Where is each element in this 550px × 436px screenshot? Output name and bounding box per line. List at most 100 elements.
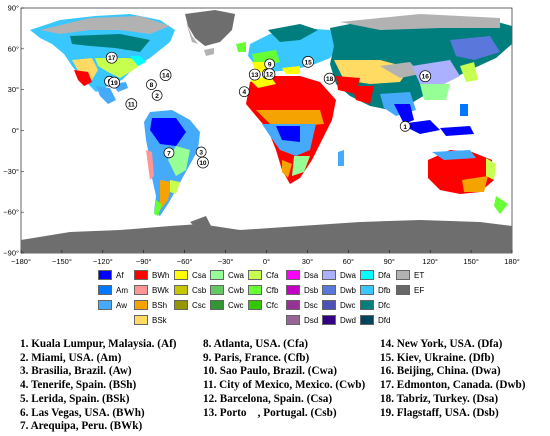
lon-tick-label: 0° bbox=[263, 257, 270, 266]
marker-label: 15 bbox=[304, 59, 312, 66]
city-column-2: 8. Atlanta, USA. (Cfa) 9. Paris, France. … bbox=[203, 338, 365, 420]
city-list: 1. Kuala Lumpur, Malaysia. (Af) 2. Miami,… bbox=[0, 338, 550, 436]
city-entry: 10. Sao Paulo, Brazil. (Cwa) bbox=[203, 365, 337, 378]
city-marker-9: 9 bbox=[264, 58, 275, 70]
africa-landmass bbox=[246, 76, 344, 184]
city-column-3: 14. New York, USA. (Dfa) 15. Kiev, Ukrain… bbox=[380, 338, 525, 420]
legend-label: Dwb bbox=[340, 285, 357, 295]
marker-label: 3 bbox=[199, 150, 203, 157]
city-markers: 12345678910111213141516171819 bbox=[104, 51, 432, 169]
marker-circle bbox=[399, 120, 411, 132]
legend-item-am: Am bbox=[98, 285, 128, 295]
marker-circle bbox=[159, 69, 172, 81]
marker-circle bbox=[323, 72, 336, 85]
marker-label: 18 bbox=[326, 76, 334, 83]
legend-label: EF bbox=[414, 285, 425, 295]
legend-swatch bbox=[134, 270, 148, 280]
legend-label: Dsc bbox=[304, 300, 318, 310]
marker-circle bbox=[248, 68, 261, 81]
legend-item-bwh: BWh bbox=[134, 270, 169, 280]
legend-swatch bbox=[174, 300, 188, 310]
legend-swatch bbox=[174, 285, 188, 295]
city-marker-17: 17 bbox=[105, 51, 118, 64]
lon-tick-label: −30° bbox=[218, 257, 234, 266]
legend-label: Dfc bbox=[378, 300, 390, 310]
marker-label: 8 bbox=[150, 82, 154, 89]
legend-swatch bbox=[286, 315, 300, 325]
legend-label: Csb bbox=[192, 285, 207, 295]
legend-label: Dwd bbox=[340, 315, 357, 325]
lat-tick-label: 30° bbox=[8, 85, 19, 94]
lon-tick-label: 30° bbox=[302, 257, 313, 266]
lat-tick-label: 90° bbox=[8, 4, 19, 13]
legend-swatch bbox=[248, 285, 262, 295]
marker-label: 4 bbox=[242, 89, 246, 96]
legend-label: Dsd bbox=[304, 315, 319, 325]
marker-label: 1 bbox=[403, 124, 407, 131]
marker-circle bbox=[302, 56, 314, 68]
city-marker-15: 15 bbox=[302, 56, 314, 68]
legend-item-ef: EF bbox=[396, 285, 424, 295]
legend-label: Cwc bbox=[228, 300, 244, 310]
legend-swatch bbox=[286, 300, 300, 310]
city-entry: 7. Arequipa, Peru. (BWk) bbox=[20, 420, 143, 433]
legend-item-dfc: Dfc bbox=[360, 300, 390, 310]
city-column-1: 1. Kuala Lumpur, Malaysia. (Af) 2. Miami,… bbox=[20, 338, 177, 434]
legend-swatch bbox=[396, 285, 410, 295]
legend-swatch bbox=[98, 270, 112, 280]
city-entry: 8. Atlanta, USA. (Cfa) bbox=[203, 338, 309, 350]
legend-item-cwb: Cwb bbox=[210, 285, 244, 295]
lon-tick-label: 180° bbox=[504, 257, 520, 266]
marker-label: 16 bbox=[422, 74, 430, 81]
climate-map: −180° −150° −120° −90° −60° −30° 0° 30° 60° 90° 12… bbox=[3, 4, 520, 267]
lon-tick-label: 90° bbox=[384, 257, 395, 266]
legend-swatch bbox=[210, 270, 224, 280]
legend-item-dsa: Dsa bbox=[286, 270, 318, 280]
city-entry: 16. Beijing, China. (Dwa) bbox=[380, 365, 501, 378]
legend-item-csb: Csb bbox=[174, 285, 206, 295]
legend-swatch bbox=[248, 270, 262, 280]
legend-swatch bbox=[248, 300, 262, 310]
city-marker-16: 16 bbox=[419, 70, 432, 83]
legend-item-csa: Csa bbox=[174, 270, 206, 280]
marker-label: 19 bbox=[111, 80, 119, 87]
lat-tick-label: 0° bbox=[12, 126, 19, 135]
city-marker-4: 4 bbox=[238, 86, 250, 98]
legend-label: Csc bbox=[192, 300, 206, 310]
city-entry: 13. Porto , Portugal. (Csb) bbox=[203, 406, 337, 419]
marker-circle bbox=[108, 76, 121, 89]
lat-tick-label: −30° bbox=[3, 167, 19, 176]
legend-swatch bbox=[134, 315, 148, 325]
latitude-tick-labels: 90° 60° 30° 0° −30° −60° −90° bbox=[3, 4, 24, 258]
marker-label: 7 bbox=[167, 150, 171, 157]
city-entry: 4. Tenerife, Spain. (BSh) bbox=[20, 379, 137, 392]
lon-tick-label: −60° bbox=[177, 257, 193, 266]
longitude-tick-labels: −180° −150° −120° −90° −60° −30° 0° 30° 60° 90° 12… bbox=[11, 250, 520, 266]
legend-label: BWk bbox=[152, 285, 169, 295]
city-entry: 19. Flagstaff, USA. (Dsb) bbox=[380, 406, 499, 419]
marker-circle bbox=[238, 86, 250, 98]
lon-tick-label: −90° bbox=[136, 257, 152, 266]
legend-label: Dfb bbox=[378, 285, 391, 295]
city-entry: 12. Barcelona, Spain. (Csa) bbox=[203, 392, 333, 405]
city-marker-12: 12 bbox=[263, 68, 276, 81]
north-america-landmass bbox=[30, 14, 175, 104]
legend-label: Dfa bbox=[378, 270, 391, 280]
legend-swatch bbox=[210, 300, 224, 310]
legend-item-dsb: Dsb bbox=[286, 285, 318, 295]
lat-tick-label: −90° bbox=[3, 249, 19, 258]
legend-item-cfa: Cfa bbox=[248, 270, 278, 280]
legend-item-dfd: Dfd bbox=[360, 315, 390, 325]
lat-tick-label: 60° bbox=[8, 44, 19, 53]
marker-circle bbox=[105, 51, 118, 64]
legend-label: Aw bbox=[116, 300, 127, 310]
legend-swatch bbox=[134, 300, 148, 310]
legend-item-af: Af bbox=[98, 270, 124, 280]
lon-tick-label: −150° bbox=[52, 257, 72, 266]
legend-item-aw: Aw bbox=[98, 300, 127, 310]
legend-label: Dwa bbox=[340, 270, 357, 280]
marker-circle bbox=[419, 70, 432, 83]
legend-item-dfa: Dfa bbox=[360, 270, 390, 280]
marker-label: 2 bbox=[155, 93, 159, 100]
legend-label: Af bbox=[116, 270, 124, 280]
